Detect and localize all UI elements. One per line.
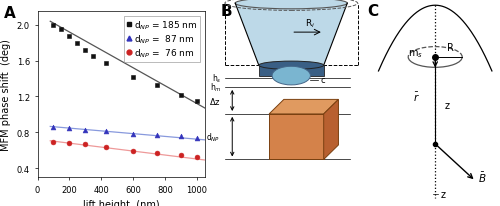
Polygon shape: [259, 66, 324, 76]
Text: A: A: [4, 6, 16, 21]
Polygon shape: [269, 114, 324, 160]
Text: h$_m$: h$_m$: [210, 81, 222, 94]
Ellipse shape: [272, 67, 310, 85]
Text: $\bar{r}$: $\bar{r}$: [413, 90, 420, 103]
Text: R$_i$: R$_i$: [306, 18, 316, 30]
Ellipse shape: [235, 0, 348, 10]
Text: R: R: [446, 43, 454, 53]
Text: $\Delta$z: $\Delta$z: [208, 95, 220, 107]
Text: c: c: [321, 76, 326, 85]
Text: d$_{NP}$: d$_{NP}$: [206, 131, 220, 143]
Text: B: B: [220, 4, 232, 19]
Polygon shape: [269, 100, 338, 114]
Text: z: z: [440, 189, 446, 199]
Y-axis label: MFM phase shift  (deg): MFM phase shift (deg): [1, 39, 11, 150]
Text: z: z: [444, 100, 450, 110]
X-axis label: lift height  (nm): lift height (nm): [83, 199, 160, 206]
Ellipse shape: [259, 62, 324, 70]
Polygon shape: [235, 4, 348, 66]
Polygon shape: [324, 100, 338, 160]
Text: h$_s$: h$_s$: [212, 72, 222, 84]
Text: m$_s$: m$_s$: [408, 48, 423, 60]
Text: C: C: [368, 4, 379, 19]
Legend: d$_{NP}$ = 185 nm, d$_{NP}$ =  87 nm, d$_{NP}$ =  76 nm: d$_{NP}$ = 185 nm, d$_{NP}$ = 87 nm, d$_…: [124, 17, 200, 62]
Text: $\bar{B}$: $\bar{B}$: [478, 170, 487, 184]
